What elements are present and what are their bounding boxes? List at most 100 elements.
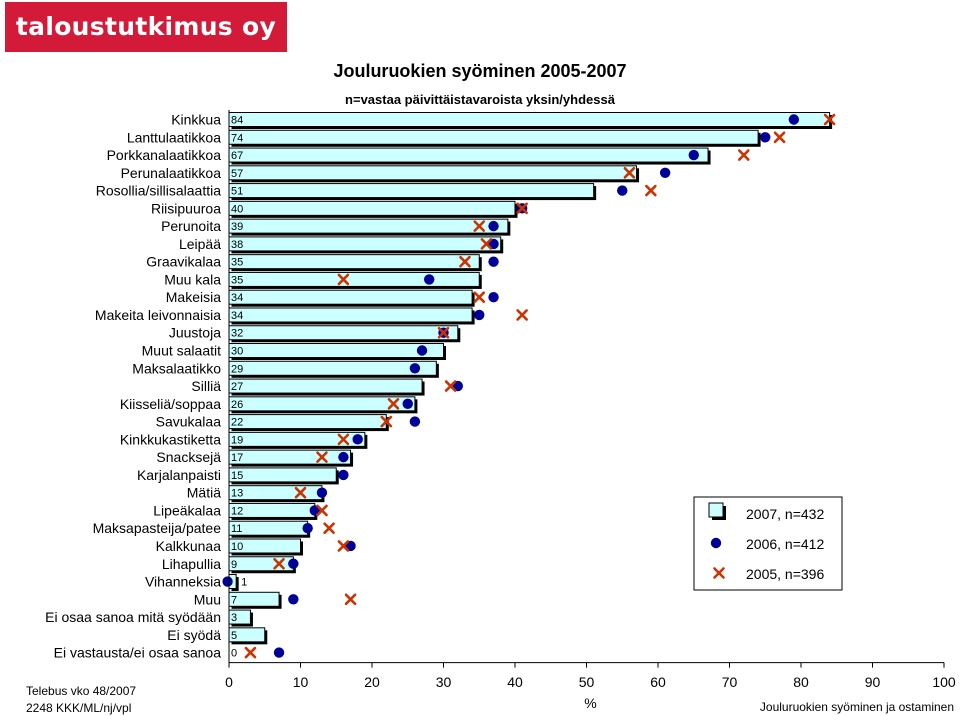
legend-dot-swatch	[710, 537, 722, 549]
bar-value-label: 9	[231, 559, 237, 571]
category-label: Graavikalaa	[146, 254, 221, 270]
dot-2006	[488, 238, 499, 250]
footer-report-name: Jouluruokien syöminen ja ostaminen	[759, 700, 954, 714]
bar-value-label: 74	[231, 132, 243, 144]
brand-logo-text: taloustutkimus oy	[15, 12, 277, 41]
bar	[228, 307, 473, 323]
legend-label: 2007, n=432	[746, 506, 824, 522]
bar	[228, 325, 459, 341]
cross-2005	[337, 433, 350, 446]
cross-2005	[516, 309, 528, 321]
chart-subtitle: n=vastaa päivittäistavaroista yksin/yhde…	[345, 92, 615, 107]
bar-value-label: 27	[231, 381, 243, 393]
category-label: Mätiä	[187, 485, 221, 501]
dot-2006	[488, 256, 499, 267]
x-tick-label: 70	[722, 674, 738, 690]
bar-value-label: 12	[231, 505, 243, 517]
category-label: Vihanneksia	[145, 574, 221, 590]
dot-2006	[617, 185, 628, 196]
bar-value-label: 51	[231, 186, 243, 198]
dot-2006	[309, 505, 320, 516]
dot-2006	[222, 576, 233, 587]
category-label: Porkkanalaatikkoa	[107, 147, 222, 163]
bar	[228, 449, 352, 465]
bar-value-label: 29	[231, 363, 243, 375]
legend-cross-swatch	[713, 567, 725, 579]
legend-label: 2005, n=396	[746, 566, 824, 582]
category-label: Muu kala	[164, 271, 221, 287]
category-label: Perunoita	[161, 218, 221, 234]
x-tick-label: 10	[293, 674, 309, 690]
x-tick-label: 100	[932, 674, 956, 690]
category-label: Snacksejä	[156, 449, 221, 465]
bar	[228, 254, 480, 270]
cross-2005	[823, 113, 836, 126]
dot-2006	[338, 451, 349, 463]
bar-value-label: 34	[231, 292, 243, 304]
bar-value-label: 67	[231, 150, 243, 162]
dot-2006	[688, 149, 699, 161]
cross-2005	[316, 451, 328, 463]
bar	[228, 147, 709, 163]
dot-2006	[409, 363, 421, 374]
cross-2005	[323, 522, 335, 535]
cross-2005	[516, 202, 528, 215]
bar	[228, 360, 437, 376]
category-label: Silliä	[191, 378, 221, 394]
footer-source: Telebus vko 48/2007	[26, 684, 137, 698]
cross-2005	[444, 380, 457, 392]
cross-2005	[737, 149, 750, 161]
bar-value-label: 40	[231, 203, 243, 215]
cross-2005	[380, 415, 393, 428]
cross-2005	[316, 504, 328, 517]
cross-2005	[473, 220, 486, 232]
cross-2005	[459, 255, 471, 268]
cross-2005	[480, 238, 493, 250]
category-label: Ei osaa sanoa mitä syödään	[45, 609, 221, 625]
bar-value-label: 32	[231, 328, 243, 340]
category-label: Makeisia	[166, 289, 221, 305]
cross-2005	[294, 486, 307, 499]
bar-value-label: 35	[231, 274, 243, 286]
cross-2005	[473, 291, 486, 304]
bar-value-label: 38	[231, 239, 243, 251]
bar	[228, 218, 509, 234]
cross-2005	[337, 273, 350, 286]
bar-value-label: 30	[231, 346, 243, 358]
bar	[228, 343, 444, 359]
bar	[228, 165, 638, 181]
bar	[228, 200, 516, 216]
bar	[228, 396, 416, 412]
bar-value-label: 11	[231, 523, 242, 535]
bar	[228, 112, 831, 127]
dot-2006	[302, 523, 313, 534]
category-label: Muut salaatit	[142, 343, 221, 359]
bar	[228, 271, 480, 287]
bar	[228, 236, 502, 252]
dot-2006	[338, 469, 349, 481]
dot-2006	[659, 167, 671, 179]
category-label: Lanttulaatikkoa	[127, 129, 221, 145]
dot-2006	[273, 647, 285, 658]
category-label: Perunalaatikkoa	[121, 165, 222, 181]
bar-value-label: 0	[231, 648, 237, 660]
x-tick-label: 30	[436, 674, 452, 690]
dot-2006	[316, 487, 328, 498]
category-label: Ei vastausta/ei osaa sanoa	[54, 645, 222, 661]
bar	[228, 414, 387, 430]
bar-value-label: 19	[231, 434, 243, 446]
bar	[228, 183, 595, 199]
bar	[228, 129, 759, 145]
dot-2006	[402, 398, 413, 410]
bar	[228, 289, 473, 305]
cross-2005	[437, 326, 450, 339]
bar-value-label: 22	[231, 417, 243, 429]
dot-2006	[474, 309, 485, 321]
dot-2006	[424, 274, 435, 285]
cross-2005	[344, 593, 357, 606]
bar	[228, 467, 337, 483]
bar-value-label: 57	[231, 168, 243, 180]
dot-2006	[452, 380, 463, 392]
chart-title: Jouluruokien syöminen 2005-2007	[333, 61, 627, 81]
dot-2006	[288, 594, 299, 605]
